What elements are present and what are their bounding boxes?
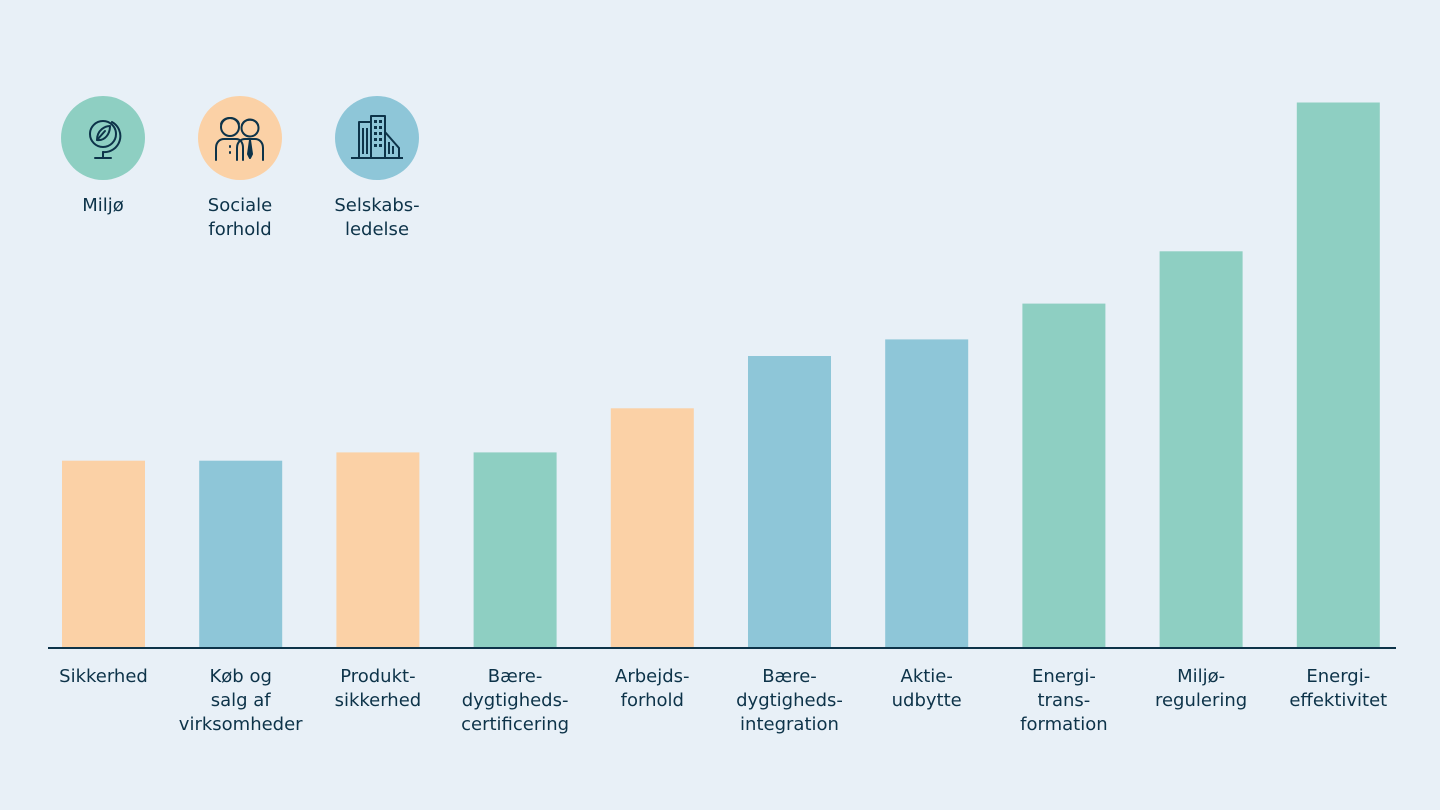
office-building-icon	[335, 96, 419, 180]
bars-group	[62, 102, 1380, 649]
x-tick-label-7: Aktie-udbytte	[892, 666, 962, 711]
legend-label-sociale-forhold: Sociale forhold	[207, 195, 273, 240]
legend-label-selskabsledelse: Selskabs- ledelse	[334, 195, 420, 240]
bar-9	[1159, 251, 1243, 649]
x-tick-label-6: Bære-dygtigheds-integration	[736, 666, 843, 735]
x-tick-label-1: Sikkerhed	[59, 666, 148, 687]
people-icon	[198, 96, 282, 180]
x-tick-label-5: Arbejds-forhold	[615, 666, 690, 711]
x-tick-label-8: Energi-trans-formation	[1020, 666, 1107, 735]
bar-10	[1296, 102, 1380, 648]
bar-1	[62, 460, 145, 648]
x-tick-label-9: Miljø-regulering	[1155, 666, 1247, 711]
legend-item-selskabsledelse: Selskabs- ledelse	[307, 96, 447, 242]
x-tick-label-2: Køb og salg af virksomheder	[179, 666, 303, 735]
bar-6	[748, 356, 831, 648]
legend-item-sociale-forhold: Sociale forhold	[170, 96, 310, 242]
bar-2	[199, 460, 283, 648]
bar-5	[610, 408, 694, 648]
x-tick-labels: Sikkerhed Køb og salg af virksomheder Produk…	[59, 666, 1387, 735]
legend-label-miljo: Miljø	[82, 195, 124, 216]
legend-item-miljo: Miljø	[33, 96, 173, 218]
x-tick-label-10: Energi-effektivitet	[1289, 666, 1387, 711]
x-tick-label-4: Bære-dygtigheds-certificering	[461, 666, 569, 735]
bar-4	[473, 452, 557, 648]
globe-leaf-icon	[61, 96, 145, 180]
bar-7	[885, 339, 969, 648]
bar-3	[336, 452, 420, 648]
bar-8	[1022, 303, 1106, 648]
x-tick-label-3: Produkt-sikkerhed	[335, 666, 422, 711]
